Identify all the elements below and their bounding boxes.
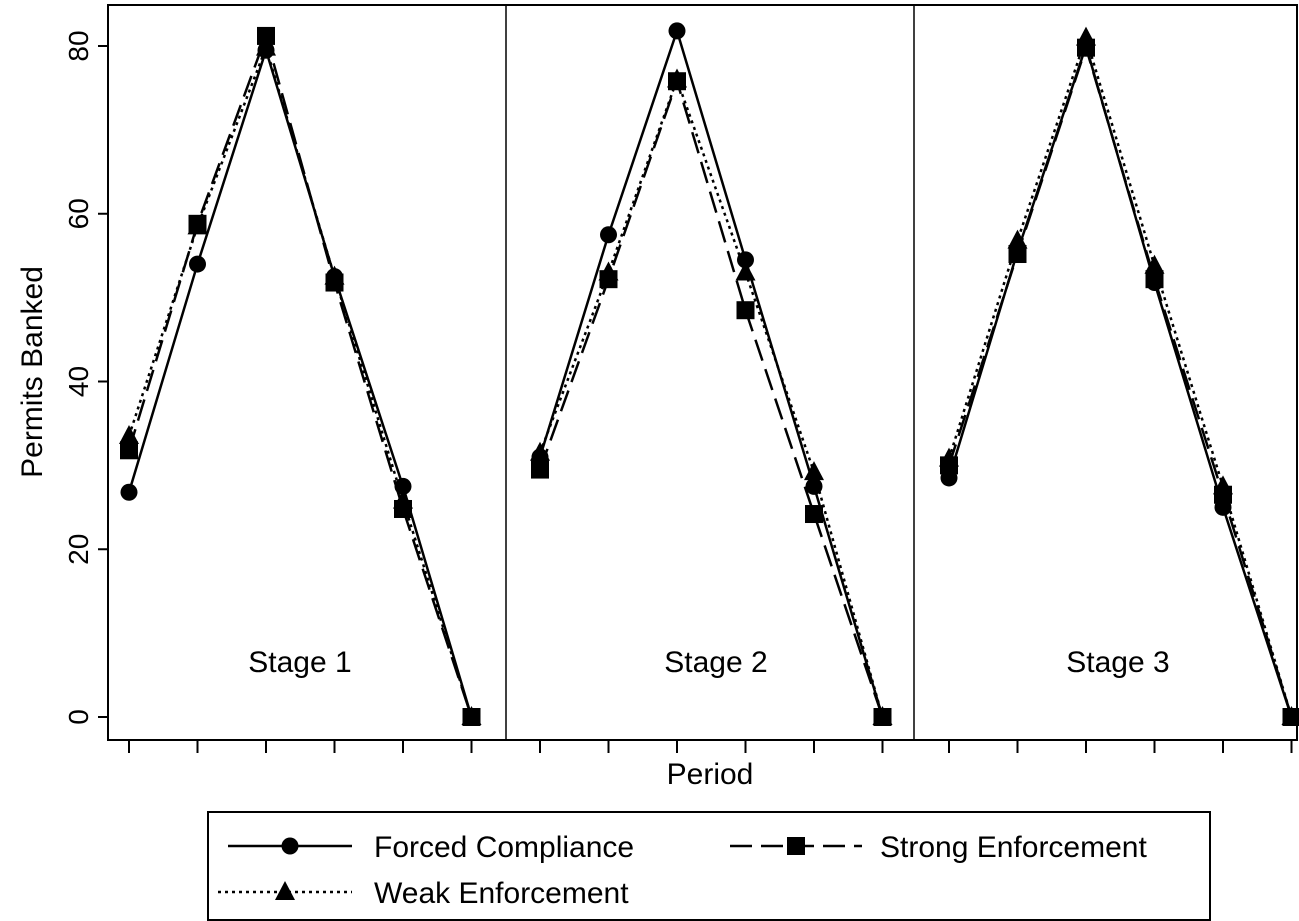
forced-compliance-point (1214, 498, 1232, 516)
forced-compliance-point (600, 226, 617, 244)
forced-compliance-point (805, 477, 823, 495)
forced-compliance-line (947, 44, 1293, 718)
strong-enforcement-point (257, 26, 275, 45)
forced-compliance-line (127, 48, 473, 718)
forced-compliance-point (257, 41, 275, 59)
forced-compliance-point (874, 708, 891, 726)
strong-enforcement-point (120, 441, 138, 460)
y-tick-label: 60 (63, 198, 94, 229)
forced-compliance-point (1077, 37, 1095, 55)
legend-label: Strong Enforcement (880, 831, 1147, 864)
plot-frame (107, 4, 1298, 741)
strong-enforcement-point (188, 214, 207, 233)
y-tick-label: 0 (63, 709, 94, 725)
legend-label: Forced Compliance (374, 831, 634, 864)
panel-label-2: Stage 2 (664, 646, 767, 679)
panel-label-3: Stage 3 (1066, 646, 1169, 679)
panel-2-series (530, 22, 893, 726)
strong-enforcement-line (127, 34, 473, 718)
strong-enforcement-line (538, 79, 884, 718)
strong-enforcement-point (668, 72, 686, 91)
legend-box (207, 811, 1211, 921)
forced-compliance-point (120, 483, 138, 501)
strong-enforcement-line (947, 46, 1293, 718)
y-tick-label: 20 (63, 534, 94, 565)
legend-circle-marker (281, 837, 299, 855)
forced-compliance-line (538, 29, 884, 718)
series-layer (119, 22, 1299, 726)
plot-border (107, 4, 1298, 741)
forced-compliance-point (940, 469, 958, 487)
forced-compliance-point (463, 708, 480, 726)
panel-labels: Stage 1 Stage 2 Stage 3 (248, 646, 1169, 679)
panel-label-1: Stage 1 (248, 646, 351, 679)
y-tick-label: 40 (63, 366, 94, 397)
x-axis (128, 740, 1293, 753)
y-tick-label: 80 (63, 30, 94, 61)
weak-enforcement-point (1007, 229, 1028, 249)
weak-enforcement-line (127, 46, 473, 718)
weak-enforcement-line (947, 36, 1293, 718)
forced-compliance-point (531, 448, 549, 466)
panel-1-series (119, 26, 482, 726)
strong-enforcement-point (805, 505, 823, 524)
weak-enforcement-point (804, 461, 824, 481)
forced-compliance-point (668, 22, 686, 40)
legend-label: Weak Enforcement (374, 877, 629, 910)
legend-item-forced-compliance: Forced Compliance (228, 831, 634, 864)
forced-compliance-point (1146, 274, 1163, 292)
legend-triangle-marker (275, 881, 295, 900)
y-axis-label: Permits Banked (16, 266, 49, 478)
strong-enforcement-point (736, 301, 755, 320)
legend-item-strong-enforcement: Strong Enforcement (730, 831, 1147, 864)
forced-compliance-point (394, 477, 412, 495)
forced-compliance-point (1283, 708, 1299, 726)
forced-compliance-point (189, 255, 206, 273)
forced-compliance-point (1009, 242, 1026, 260)
forced-compliance-point (326, 268, 343, 286)
weak-enforcement-point (119, 425, 139, 445)
legend-item-weak-enforcement: Weak Enforcement (218, 877, 629, 910)
legend-square-marker (787, 837, 805, 855)
y-axis: 0 20 40 60 80 (63, 30, 108, 725)
strong-enforcement-point (531, 460, 549, 479)
strong-enforcement-point (599, 270, 618, 289)
x-axis-label: Period (667, 758, 754, 791)
forced-compliance-point (737, 251, 754, 269)
legend: Forced Compliance Strong Enforcement Weak … (207, 811, 1211, 921)
panel-3-series (939, 26, 1299, 726)
weak-enforcement-line (538, 78, 884, 718)
panel-dividers (505, 5, 915, 740)
